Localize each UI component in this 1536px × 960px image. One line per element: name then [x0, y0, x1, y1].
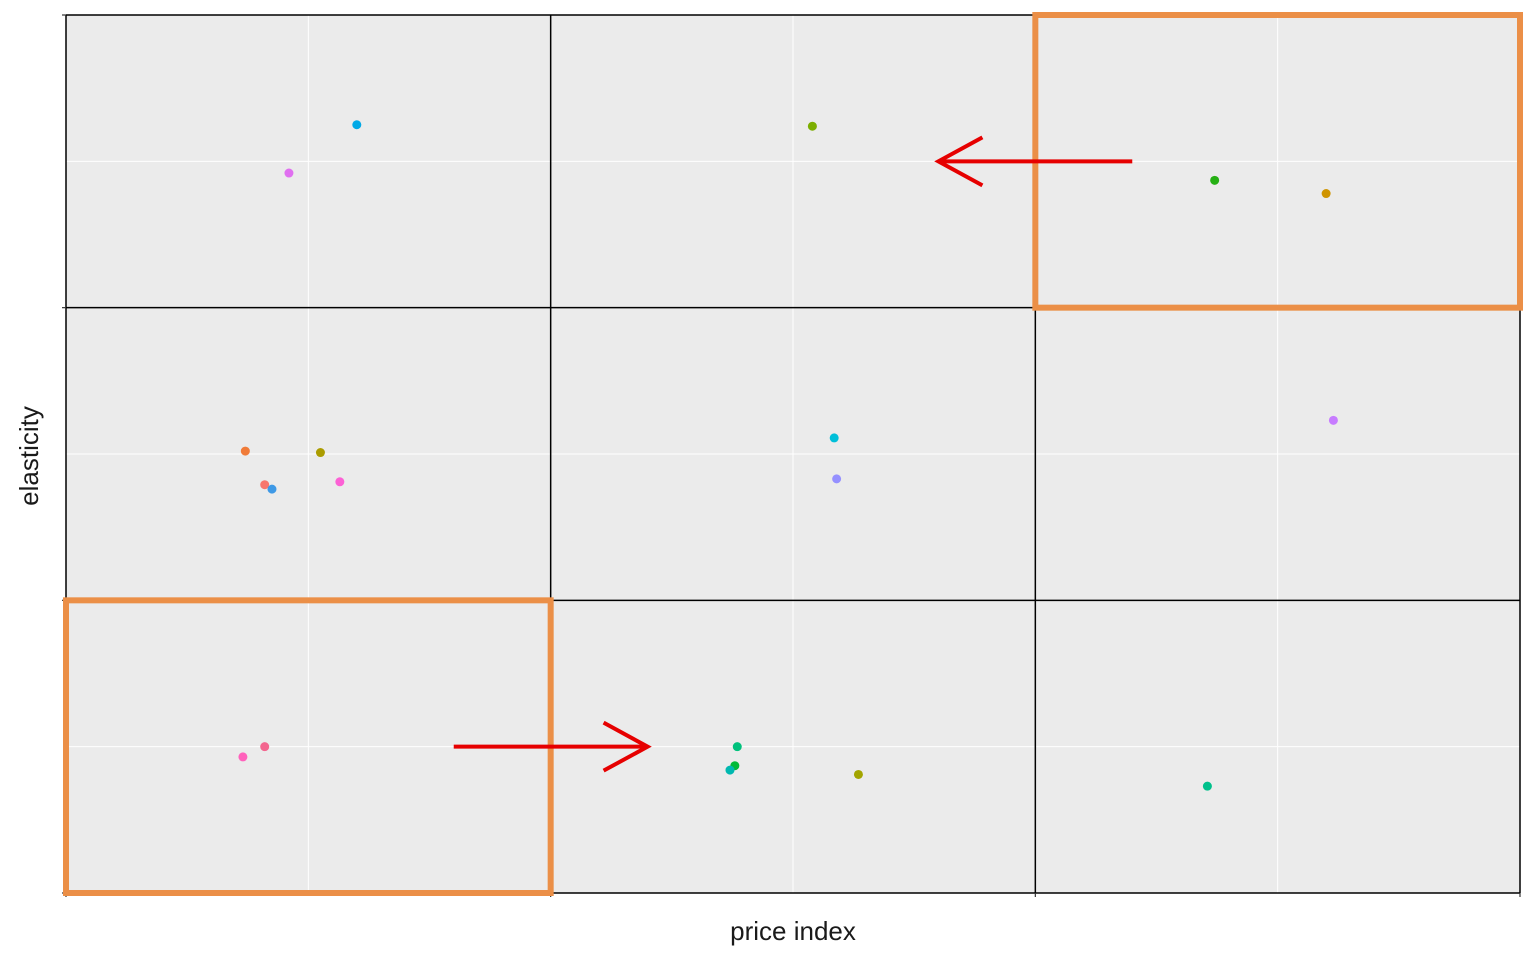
- data-point: [315, 448, 325, 458]
- data-point: [335, 477, 345, 487]
- y-axis-title: elasticity: [14, 406, 44, 506]
- x-axis-title: price index: [730, 916, 856, 946]
- arrow-head: [934, 135, 984, 188]
- data-point: [352, 120, 362, 130]
- data-point: [1328, 415, 1338, 425]
- data-point: [284, 168, 294, 178]
- data-point: [725, 765, 735, 775]
- data-point: [829, 433, 839, 443]
- data-point: [1321, 189, 1331, 199]
- data-point: [260, 480, 270, 490]
- data-point: [1210, 175, 1220, 185]
- data-point: [1202, 781, 1212, 791]
- arrows: [453, 135, 1133, 773]
- data-point: [853, 769, 863, 779]
- data-points: [238, 120, 1338, 791]
- gridlines: [66, 15, 1520, 893]
- data-point: [807, 121, 817, 131]
- data-point: [260, 742, 270, 752]
- data-point: [240, 446, 250, 456]
- data-point: [238, 752, 248, 762]
- data-point: [267, 484, 277, 494]
- data-point: [832, 474, 842, 484]
- arrow-head: [602, 720, 652, 773]
- data-point: [732, 742, 742, 752]
